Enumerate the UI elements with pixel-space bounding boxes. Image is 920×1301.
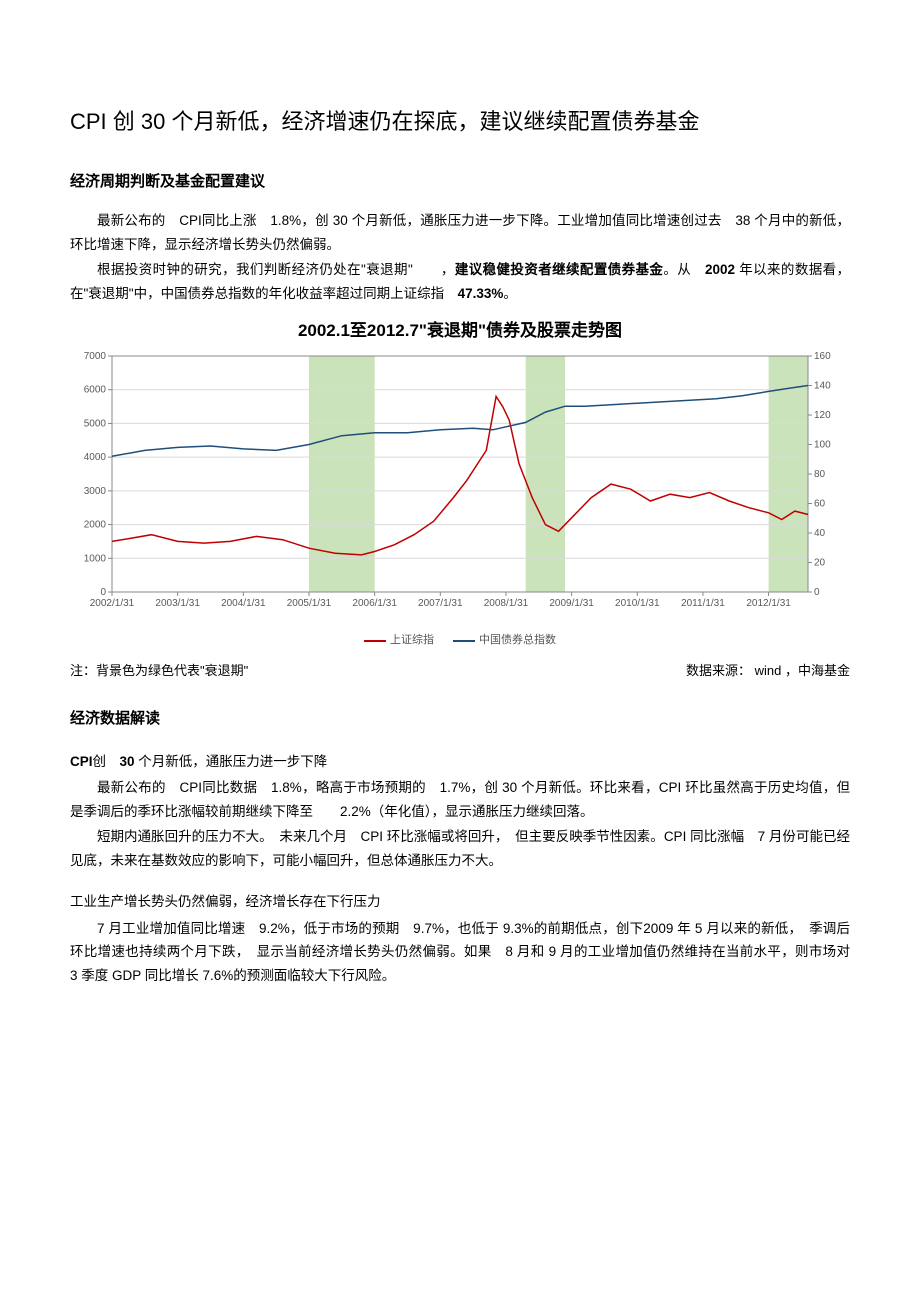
legend-swatch-1 [453, 640, 475, 642]
svg-text:5000: 5000 [84, 419, 107, 430]
svg-text:2010/1/31: 2010/1/31 [615, 598, 660, 609]
svg-text:1000: 1000 [84, 553, 107, 564]
svg-text:40: 40 [814, 528, 826, 539]
legend-item-1: 中国债券总指数 [453, 631, 556, 651]
svg-text:4000: 4000 [84, 452, 107, 463]
svg-text:0: 0 [100, 587, 106, 598]
svg-text:2005/1/31: 2005/1/31 [287, 598, 332, 609]
recession-chart: 0 1000 2000 3000 4000 5000 6000 7000 0 20 40 60 80 10… [70, 350, 850, 620]
svg-text:2009/1/31: 2009/1/31 [549, 598, 594, 609]
svg-text:2000: 2000 [84, 520, 107, 531]
chart-note-left: 注：背景色为绿色代表"衰退期" [70, 659, 248, 682]
chart-title: 2002.1至2012.7"衰退期"债券及股票走势图 [70, 316, 850, 347]
svg-text:2007/1/31: 2007/1/31 [418, 598, 463, 609]
legend-label-0: 上证综指 [390, 631, 434, 651]
chart-legend: 上证综指 中国债券总指数 [70, 630, 850, 651]
s1p2-c: 。从 [663, 262, 705, 277]
svg-text:2011/1/31: 2011/1/31 [681, 598, 725, 609]
svg-text:20: 20 [814, 558, 826, 569]
svg-text:3000: 3000 [84, 486, 107, 497]
page-title: CPI 创 30 个月新低，经济增速仍在探底，建议继续配置债券基金 [70, 100, 850, 144]
chart-note-row: 注：背景色为绿色代表"衰退期" 数据来源： wind ，中海基金 [70, 659, 850, 682]
svg-text:60: 60 [814, 499, 826, 510]
s1p2-f: 47.33% [458, 286, 504, 301]
section2-para2: 短期内通胀回升的压力不大。 未来几个月 CPI 环比涨幅或将回升， 但主要反映季… [70, 825, 850, 872]
svg-text:7000: 7000 [84, 351, 107, 362]
svg-text:80: 80 [814, 469, 826, 480]
svg-text:6000: 6000 [84, 385, 107, 396]
legend-swatch-0 [364, 640, 386, 642]
s2sub1-d: 个月新低，通胀压力进一步下降 [135, 754, 328, 769]
chart-note-right: 数据来源： wind ，中海基金 [686, 659, 850, 682]
s2sub1-a: CPI [70, 754, 93, 769]
svg-text:2002/1/31: 2002/1/31 [90, 598, 135, 609]
section2-sub1: CPI创 30 个月新低，通胀压力进一步下降 [70, 750, 850, 774]
legend-item-0: 上证综指 [364, 631, 434, 651]
s1p2-b: 建议稳健投资者继续配置债券基金 [455, 262, 663, 277]
svg-text:2006/1/31: 2006/1/31 [352, 598, 397, 609]
s2sub1-c: 30 [120, 754, 135, 769]
section2-para3: 7 月工业增加值同比增速 9.2%，低于市场的预期 9.7%，也低于 9.3%的… [70, 917, 850, 988]
svg-text:2008/1/31: 2008/1/31 [484, 598, 529, 609]
svg-text:100: 100 [814, 440, 831, 451]
s1p2-g: 。 [503, 286, 517, 301]
svg-text:2004/1/31: 2004/1/31 [221, 598, 266, 609]
section2-sub2: 工业生产增长势头仍然偏弱，经济增长存在下行压力 [70, 890, 850, 914]
section1-para1: 最新公布的 CPI同比上涨 1.8%，创 30 个月新低，通胀压力进一步下降。工… [70, 209, 850, 256]
svg-text:0: 0 [814, 587, 820, 598]
svg-text:160: 160 [814, 351, 831, 362]
chart-container: 2002.1至2012.7"衰退期"债券及股票走势图 0100020003000… [70, 316, 850, 652]
section2-para1: 最新公布的 CPI同比数据 1.8%，略高于市场预期的 1.7%，创 30 个月… [70, 776, 850, 823]
svg-text:120: 120 [814, 410, 831, 421]
section2-heading: 经济数据解读 [70, 705, 850, 732]
section1-heading: 经济周期判断及基金配置建议 [70, 168, 850, 195]
s2sub1-b: 创 [93, 754, 120, 769]
s1p2-d: 2002 [705, 262, 735, 277]
svg-text:140: 140 [814, 381, 831, 392]
svg-text:2003/1/31: 2003/1/31 [155, 598, 200, 609]
section1-para2: 根据投资时钟的研究，我们判断经济仍处在"衰退期" ，建议稳健投资者继续配置债券基… [70, 258, 850, 305]
s1p2-a: 根据投资时钟的研究，我们判断经济仍处在"衰退期" ， [97, 262, 455, 277]
svg-text:2012/1/31: 2012/1/31 [746, 598, 791, 609]
legend-label-1: 中国债券总指数 [479, 631, 556, 651]
